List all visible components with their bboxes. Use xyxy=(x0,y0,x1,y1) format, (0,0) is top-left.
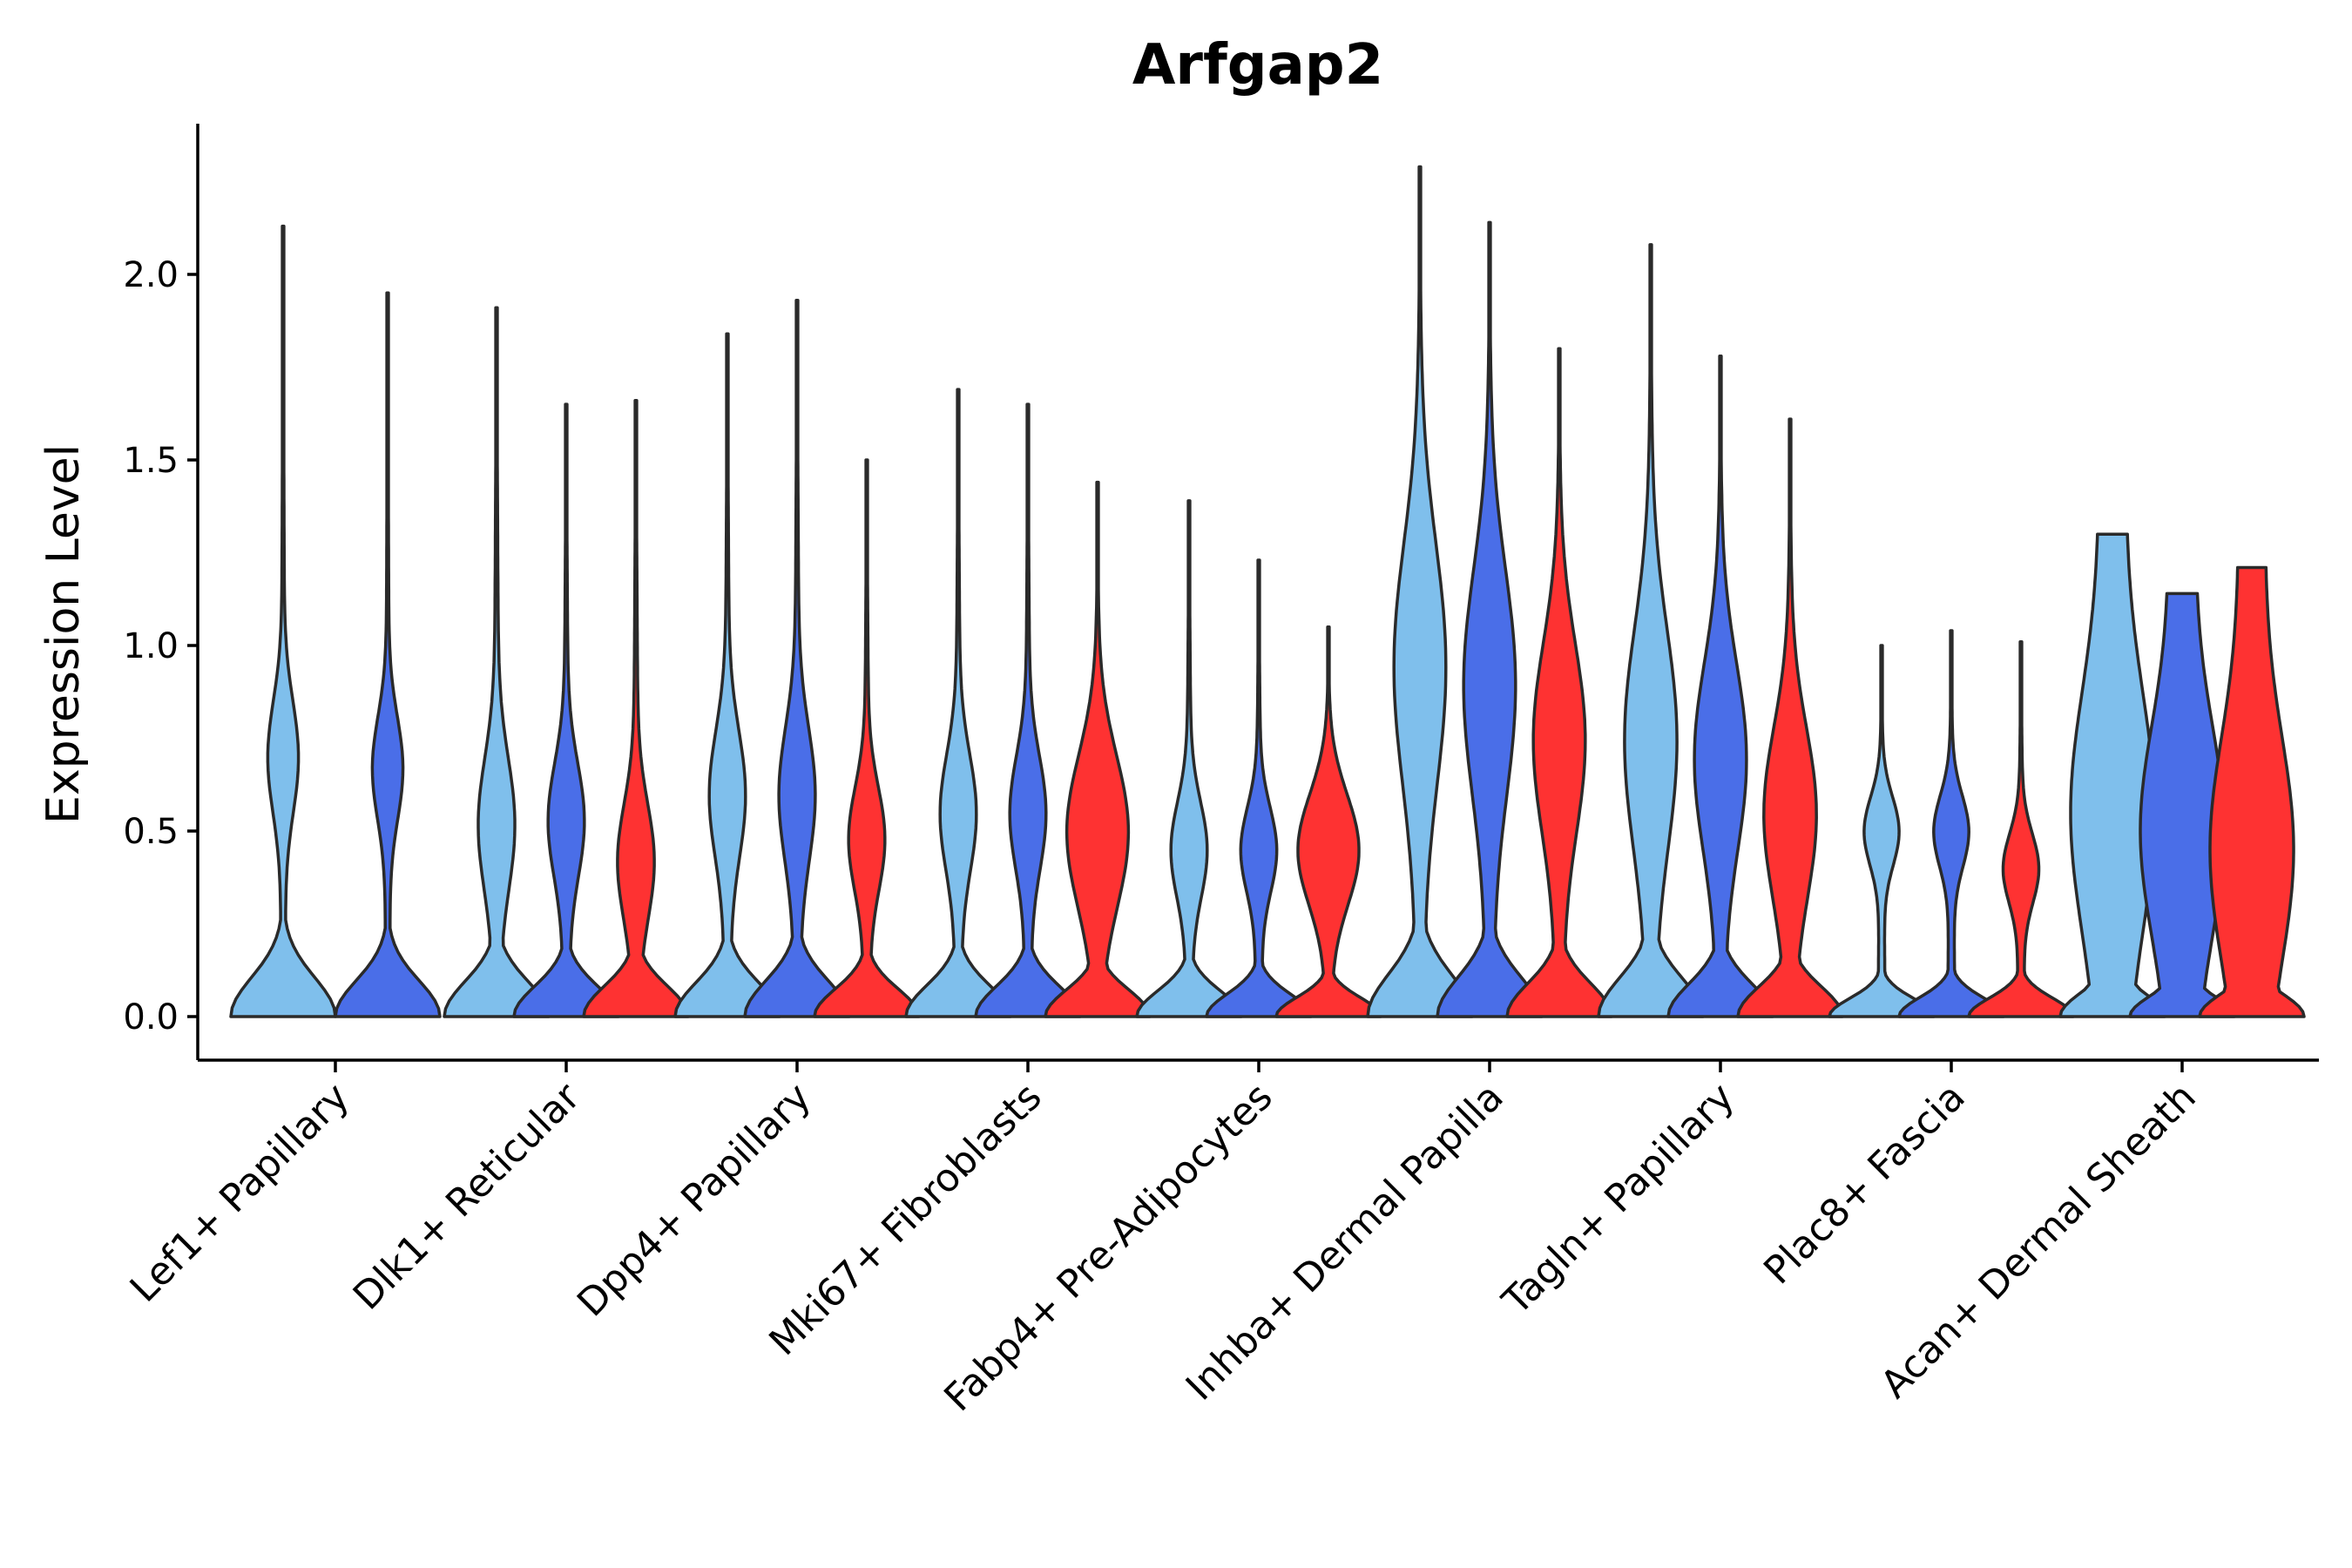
violin-tagln-papillary-b xyxy=(1666,354,1774,1018)
violin-tagln-papillary-a xyxy=(1597,243,1705,1018)
violin-inhba-dermal-papilla-c xyxy=(1505,347,1613,1018)
y-tick-label: 0.0 xyxy=(123,997,179,1037)
violin-fabp4-pre-adipocytes-b xyxy=(1205,558,1313,1018)
violin-tagln-papillary-c xyxy=(1736,417,1844,1018)
violin-dpp4-papillary-c xyxy=(813,458,921,1018)
x-tick-label: Lef1+ Papillary xyxy=(122,1075,358,1311)
chart-title: Arfgap2 xyxy=(1132,33,1383,98)
x-tick-label: Tagln+ Papillary xyxy=(1494,1075,1743,1324)
y-tick-label: 2.0 xyxy=(123,255,179,295)
y-ticks: 0.0 0.5 1.0 1.5 2.0 xyxy=(123,255,198,1037)
violin-lef1-papillary-b xyxy=(334,291,442,1018)
x-tick-label: Plac8+ Fascia xyxy=(1755,1075,1974,1294)
x-tick-label: Dpp4+ Papillary xyxy=(569,1075,820,1326)
violin-plac8-fascia-c xyxy=(1967,639,2075,1018)
violin-mki67-fibroblasts-b xyxy=(974,402,1082,1018)
violin-lef1-papillary-a xyxy=(229,224,337,1018)
x-tick-label: Dlk1+ Reticular xyxy=(345,1074,590,1319)
y-axis-label: Expression Level xyxy=(37,444,90,824)
y-tick-label: 1.5 xyxy=(123,441,179,481)
violin-fabp4-pre-adipocytes-a xyxy=(1135,499,1243,1018)
violin-group xyxy=(229,165,2306,1018)
violin-inhba-dermal-papilla-a xyxy=(1366,165,1474,1018)
violin-dpp4-papillary-a xyxy=(673,332,781,1018)
y-tick-label: 0.5 xyxy=(123,812,179,852)
y-tick-label: 1.0 xyxy=(123,626,179,666)
violin-fabp4-pre-adipocytes-c xyxy=(1274,625,1382,1018)
violin-dlk1-reticular-b xyxy=(512,402,620,1018)
violin-plac8-fascia-b xyxy=(1897,629,2005,1018)
violin-mki67-fibroblasts-c xyxy=(1044,480,1152,1018)
violin-mki67-fibroblasts-a xyxy=(904,388,1012,1018)
violin-dpp4-papillary-b xyxy=(743,299,851,1018)
violin-acan-dermal-sheath-c xyxy=(2198,565,2306,1018)
violin-inhba-dermal-papilla-b xyxy=(1436,220,1544,1018)
violin-plac8-fascia-a xyxy=(1828,644,1936,1018)
violin-dlk1-reticular-c xyxy=(582,399,690,1018)
violin-dlk1-reticular-a xyxy=(443,306,551,1018)
